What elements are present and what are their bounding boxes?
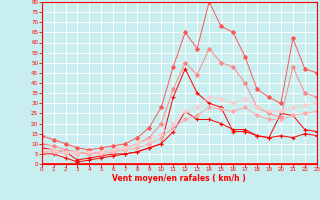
X-axis label: Vent moyen/en rafales ( km/h ): Vent moyen/en rafales ( km/h ) bbox=[112, 174, 246, 183]
